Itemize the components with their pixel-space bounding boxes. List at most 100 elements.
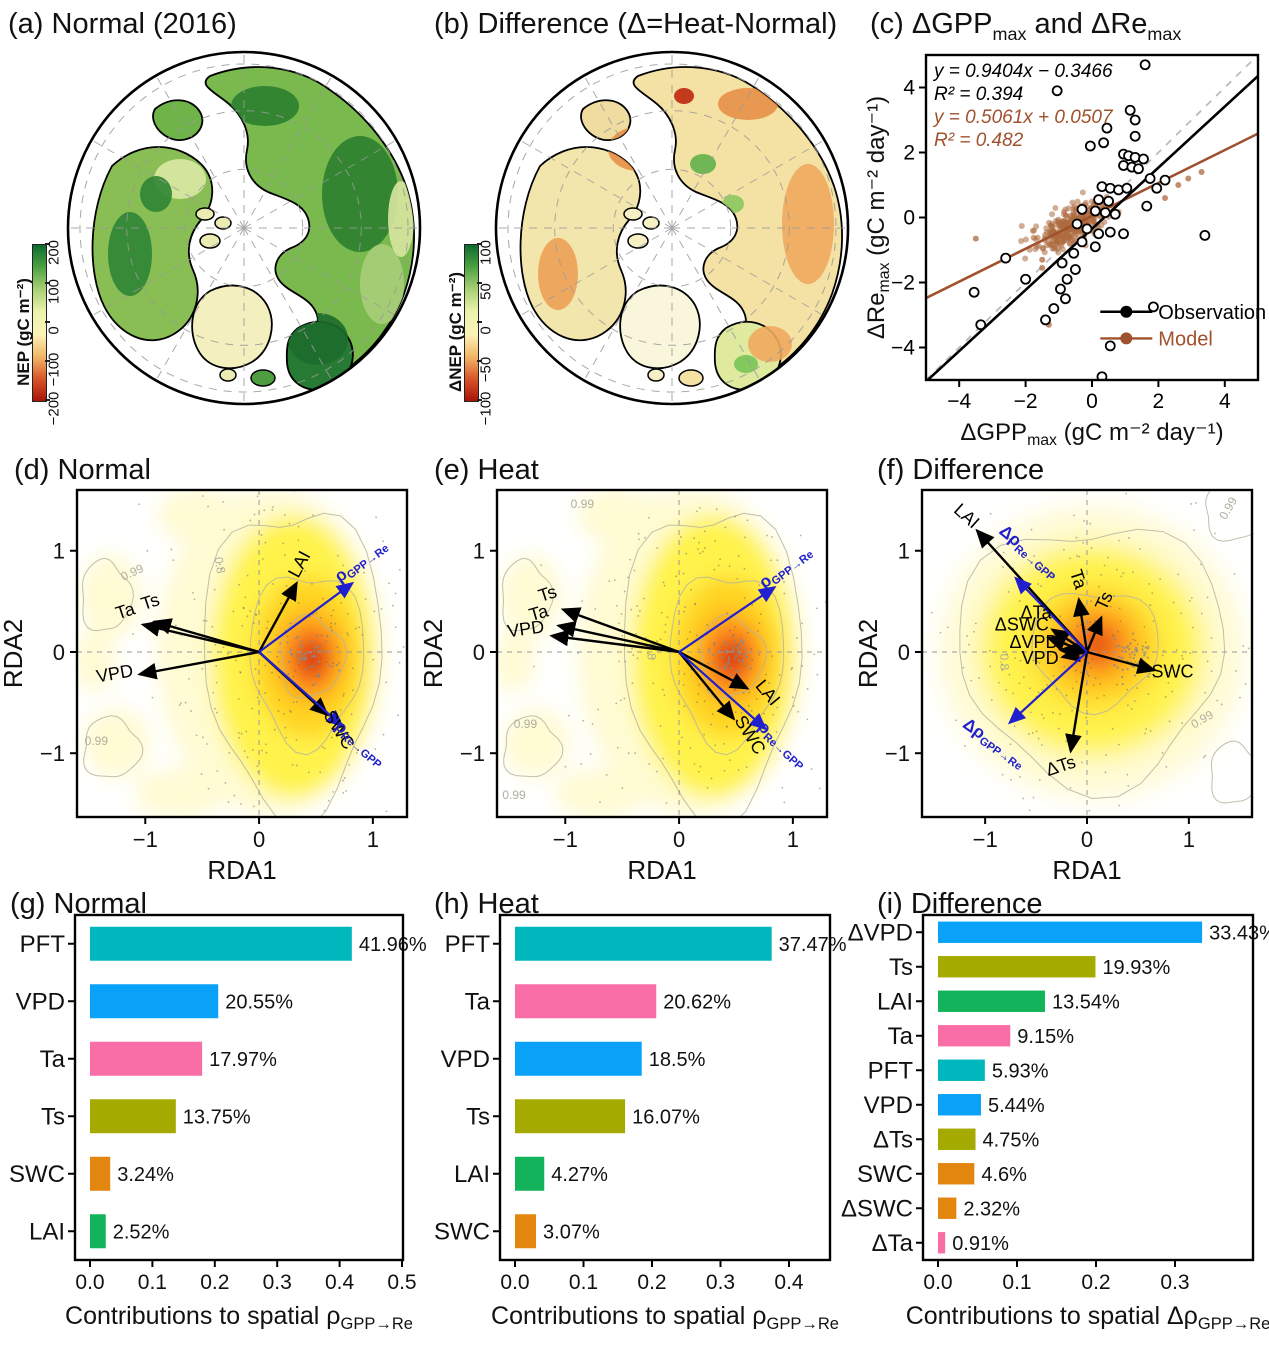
panel-c-scatter: (c) ΔGPPmax and ΔRemax y = 0.9404x − 0.3… [860,0,1269,450]
colorbar-tick-mark [477,282,482,284]
bar-category-label: PFT [20,931,66,958]
colorbar-tick-label: −100 [45,352,63,387]
bar-value-label: 16.07% [632,1106,700,1128]
bar-Ts [938,956,1096,978]
x-tick-label: 0.3 [1160,1271,1189,1294]
bar-LAI [515,1156,545,1191]
colorbar-label: NEP (gC m⁻²) [14,278,33,386]
bar-value-label: 2.32% [963,1198,1020,1220]
bar-VPD [515,1041,642,1076]
x-tick-label: 1 [787,827,799,852]
x-tick-label: 0.2 [1081,1271,1110,1294]
colorbar-tick-label: −100 [477,391,495,426]
contribution-bars-normal: 41.96% PFT 20.55% VPD 17.97% Ta 13.75% Ts 3.24% S… [9,913,427,1333]
panel-g-title: (g) Normal [10,888,147,920]
bar-category-label: ΔTa [872,1230,914,1257]
contour-label: 0.99 [85,734,109,748]
bar-category-label: SWC [857,1161,913,1188]
y-tick-label: −1 [40,741,65,766]
y-tick-label: −2 [891,272,915,295]
panel-i-title: (i) Difference [877,888,1043,920]
equation-text: y = 0.5061x + 0.0507 [932,107,1114,128]
bar-value-label: 9.15% [1017,1026,1074,1048]
y-tick-label: 0 [898,640,910,665]
x-tick-label: −1 [973,827,998,852]
bar-category-label: ΔSWC [841,1195,913,1222]
map-graticule [497,53,847,403]
x-tick-label: 0.0 [75,1271,104,1294]
colorbar-tick-label: −50 [477,356,495,383]
bar-value-label: 19.93% [1102,957,1170,979]
contour-label: 0.8 [997,653,1012,670]
env-vector-label: VPD [1022,648,1059,668]
env-vector-label: SWC [1152,661,1194,681]
equation-text: y = 0.9404x − 0.3466 [932,61,1113,82]
x-tick-label: 0.1 [569,1271,598,1294]
density-contour [1031,592,1159,716]
density-contour [81,557,134,632]
y-tick-label: 1 [473,539,485,564]
env-vector-label: Ts [536,581,559,606]
y-tick-label: 4 [903,77,915,100]
contour-label: 0.99 [502,788,526,802]
density-contour [1205,490,1252,542]
colorbar-tick-label: 50 [477,283,495,300]
bar-ΔVPD [938,921,1203,943]
colorbar-gradient [464,244,479,402]
x-tick-label: 0 [253,827,265,852]
bar-value-label: 2.52% [113,1221,170,1243]
plot-border [921,913,1255,1262]
bar-category-label: Ts [466,1103,490,1130]
x-tick-label: 0.2 [200,1271,229,1294]
bar-value-label: 3.07% [543,1221,600,1243]
contour-label: 0.99 [514,717,538,731]
bar-category-label: VPD [16,988,65,1015]
bar-category-label: PFT [445,931,491,958]
bar-ΔTa [938,1232,946,1254]
bar-category-label: LAI [877,988,913,1015]
x-tick-label: 0.4 [325,1271,355,1294]
y-axis-label: ΔRemax (gC m⁻² day⁻¹) [863,96,893,339]
map-boundary [494,50,850,406]
y-tick-label: 0 [473,640,485,665]
bar-category-label: Ta [465,988,491,1015]
colorbar-tick-mark [45,399,50,401]
colorbar-tick-mark [477,360,482,362]
bar-category-label: PFT [868,1057,914,1084]
bar-Ta [90,1041,203,1076]
x-axis-label: Contributions to spatial ΔρGPP→Re [906,1302,1269,1333]
colorbar-gradient [32,244,47,402]
x-axis-label: RDA1 [1052,855,1121,885]
legend-item-model: Model [1100,328,1213,350]
colorbar-tick-mark [477,321,482,323]
bar-Ta [938,1025,1011,1047]
x-tick-label: 0.1 [1002,1271,1031,1294]
map-boundary [66,50,422,406]
bar-category-label: SWC [9,1161,65,1188]
density-contour [503,715,564,778]
bar-SWC [90,1156,111,1191]
colorbar-label: ΔNEP (gC m⁻²) [446,271,465,393]
x-tick-label: 0.3 [263,1271,292,1294]
contour-label: 0.8 [211,556,228,575]
bar-category-label: ΔTs [873,1126,913,1153]
panel-h-title: (h) Heat [434,888,539,920]
bar-PFT [515,926,772,961]
x-tick-label: 1 [1183,827,1195,852]
bar-Ts [90,1099,176,1134]
bar-value-label: 18.5% [649,1049,706,1071]
bar-value-label: 0.91% [952,1233,1009,1255]
x-axis-label: RDA1 [627,855,696,885]
panel-c-title: (c) ΔGPPmax and ΔRemax [870,8,1182,44]
env-vector-arrows [549,585,777,731]
bar-VPD [90,984,219,1019]
x-axis-label: ΔGPPmax (gC m⁻² day⁻¹) [960,419,1223,449]
colorbar-tick-label: −200 [45,391,63,426]
env-vector-label: ΔVPD [1010,632,1059,652]
bar-VPD [938,1094,981,1116]
panel-f-biplot-difference: (f) Difference 0.99 0.8 0.99 LAI Ta Ts ΔTa ΔSWC… [853,450,1269,885]
colorbar-tick-label: 200 [45,239,63,266]
x-tick-label: 0.1 [138,1271,167,1294]
bar-ΔSWC [938,1197,957,1219]
